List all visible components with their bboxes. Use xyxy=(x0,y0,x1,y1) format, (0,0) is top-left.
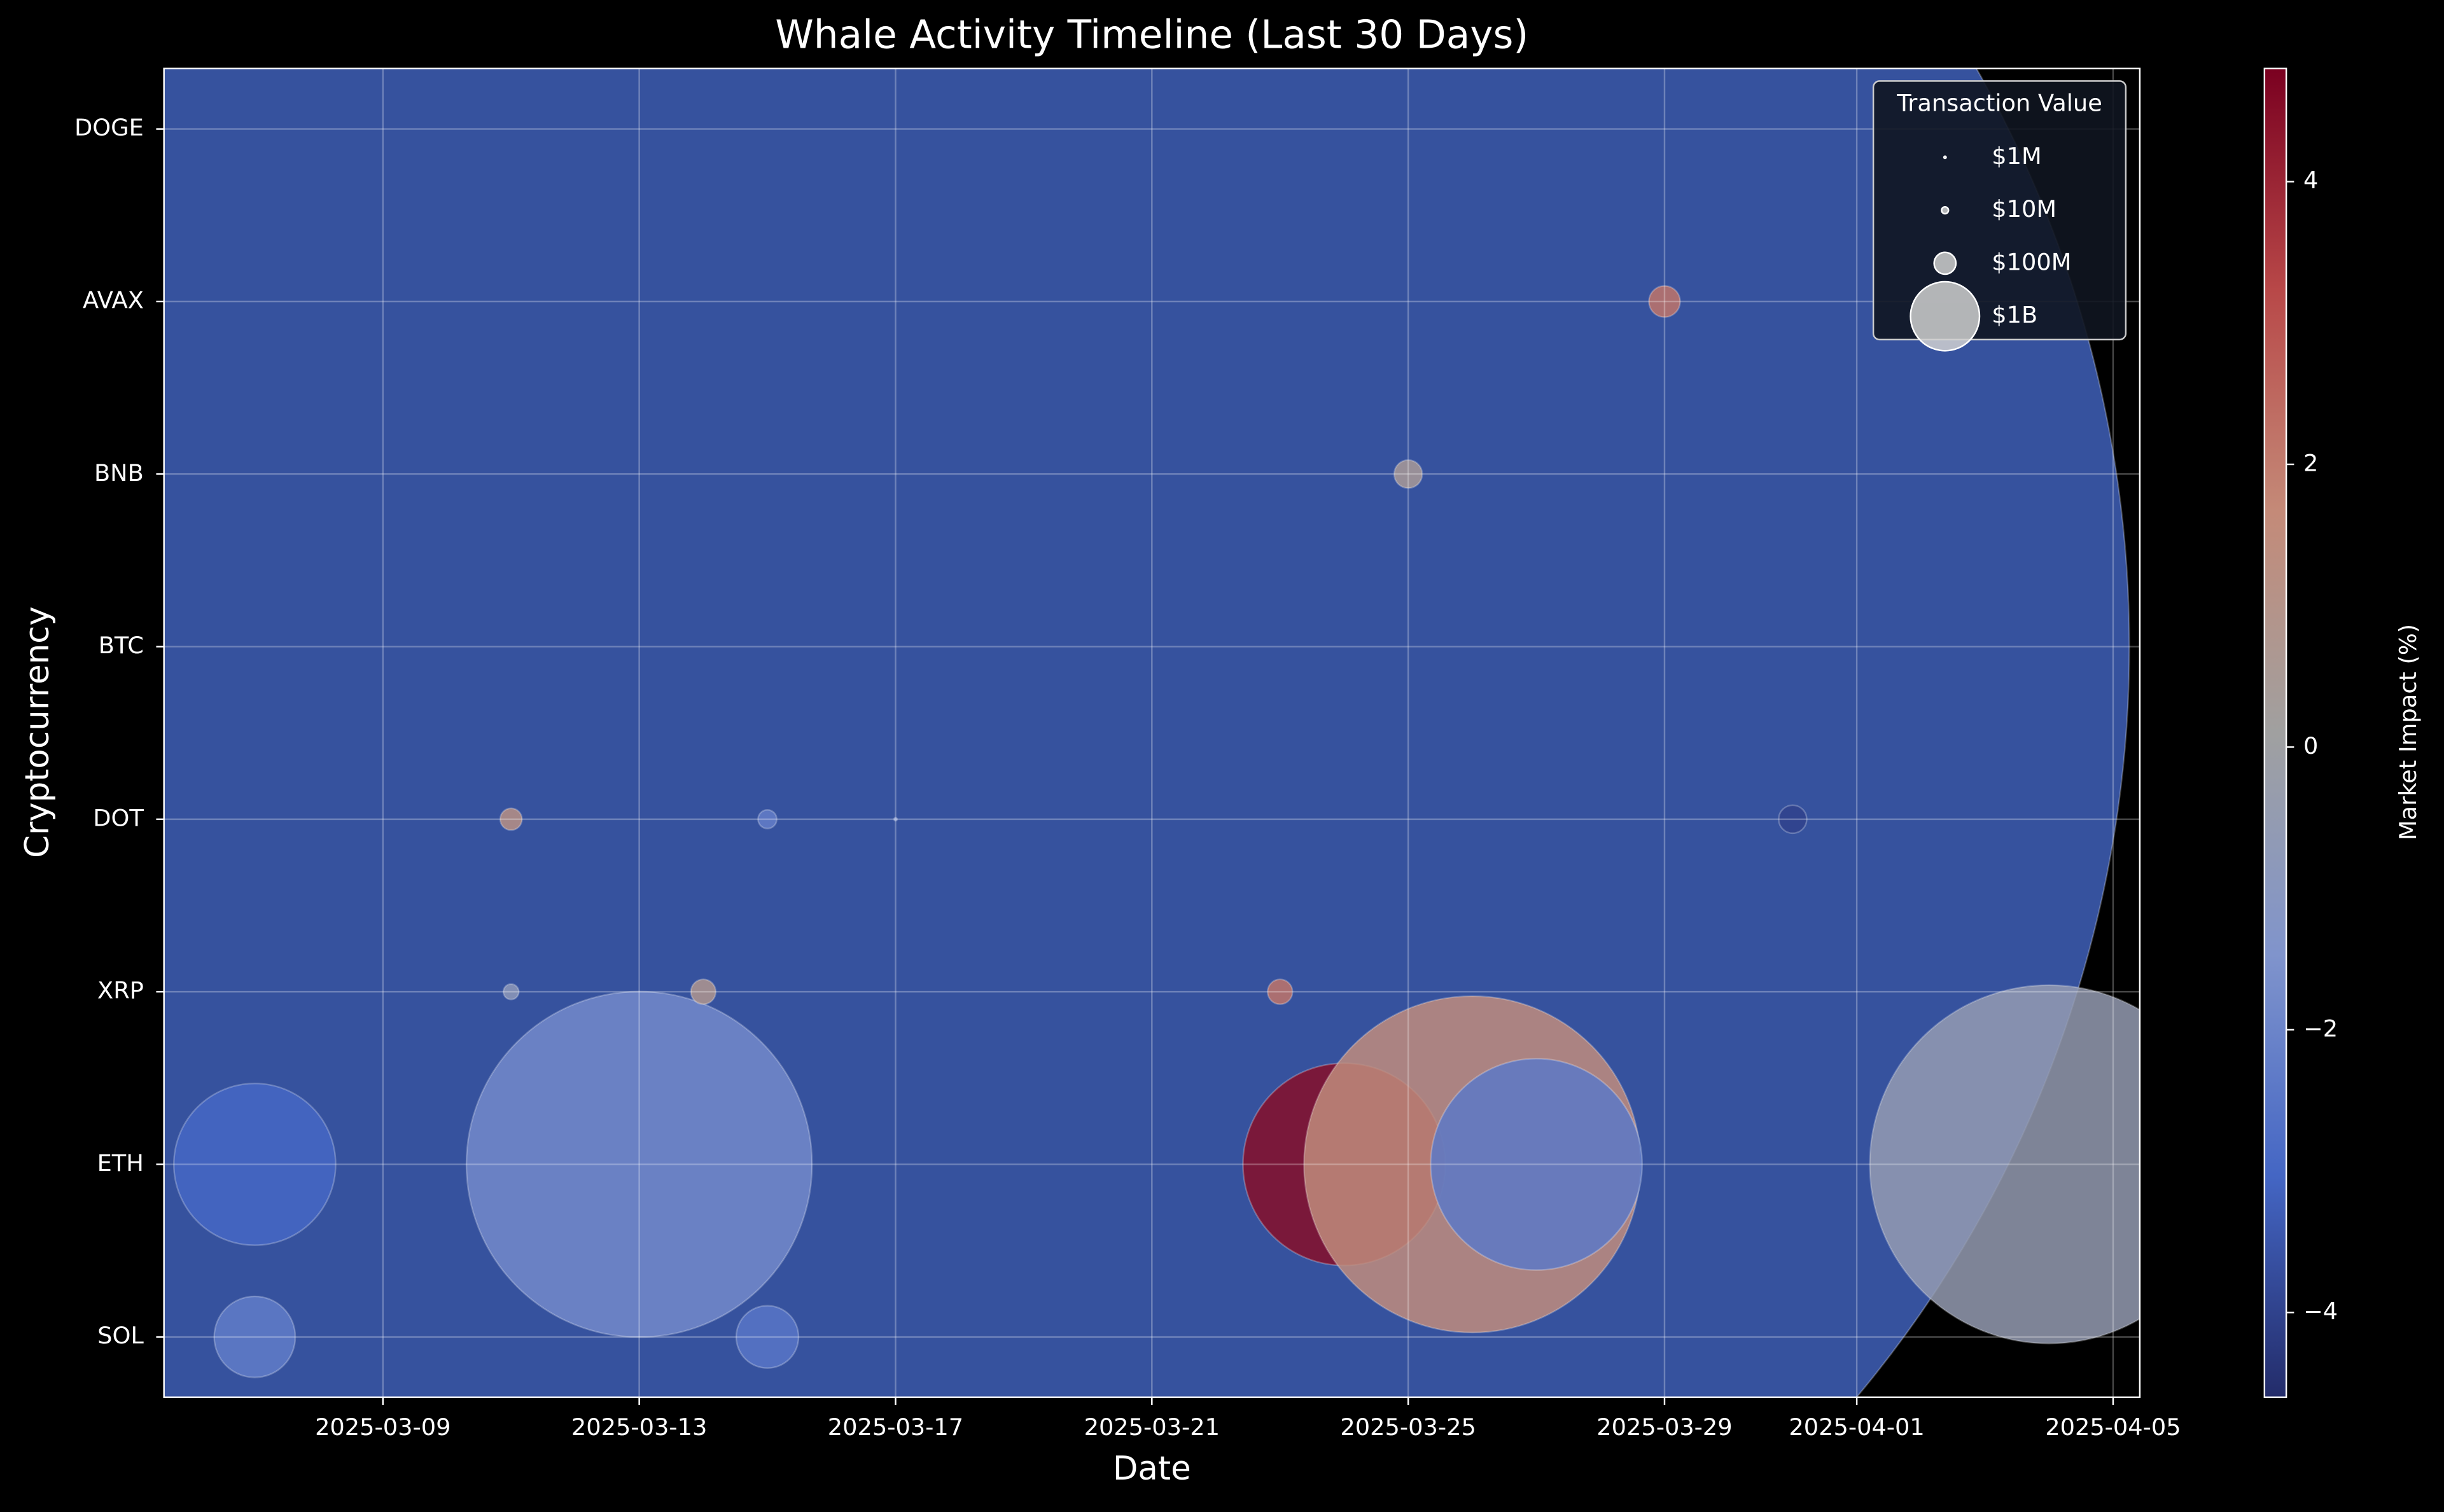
bubble xyxy=(1266,978,1294,1005)
legend: Transaction Value $1M $10M $100M $1B xyxy=(1872,80,2127,352)
bubble xyxy=(173,1083,337,1246)
legend-label: $100M xyxy=(1992,248,2071,275)
y-tick-label: DOGE xyxy=(74,114,144,141)
colorbar-tick-label: −4 xyxy=(2303,1298,2338,1325)
x-tick-label: 2025-03-17 xyxy=(828,1413,963,1441)
axes: 2025-03-09 2025-03-13 2025-03-17 2025-03-21… xyxy=(74,114,2338,1441)
legend-label: $10M xyxy=(1992,195,2056,223)
x-tick-label: 2025-04-01 xyxy=(1789,1413,1924,1441)
bubble xyxy=(1869,984,2140,1345)
chart-title: Whale Activity Timeline (Last 30 Days) xyxy=(775,12,1528,57)
bubble xyxy=(1648,285,1681,318)
x-tick-label: 2025-03-09 xyxy=(315,1413,450,1441)
y-tick-label: BTC xyxy=(99,632,144,659)
bubble xyxy=(465,990,813,1338)
legend-label: $1B xyxy=(1992,302,2037,329)
grid xyxy=(164,68,2140,1398)
y-tick-label: ETH xyxy=(97,1149,144,1177)
legend-marker xyxy=(1933,251,1957,275)
bubble xyxy=(1393,459,1423,489)
legend-marker xyxy=(1910,281,1981,352)
x-tick-label: 2025-03-29 xyxy=(1596,1413,1732,1441)
bubble xyxy=(164,68,2130,1398)
y-tick-label: BNB xyxy=(94,459,144,487)
y-axis-title: Cryptocurrency xyxy=(18,606,57,858)
colorbar-tick-label: 2 xyxy=(2303,449,2318,476)
legend-title: Transaction Value xyxy=(1896,90,2102,117)
x-tick-label: 2025-04-05 xyxy=(2045,1413,2181,1441)
colorbar xyxy=(2263,67,2287,1398)
x-tick-label: 2025-03-13 xyxy=(571,1413,707,1441)
bubble xyxy=(690,978,717,1005)
legend-box xyxy=(1872,80,2127,341)
x-tick-label: 2025-03-25 xyxy=(1340,1413,1476,1441)
legend-label: $1M xyxy=(1992,142,2041,170)
bubble xyxy=(1430,1058,1643,1271)
colorbar-tick-label: −2 xyxy=(2303,1015,2338,1042)
y-tick-label: AVAX xyxy=(83,286,144,314)
colorbar-tick-label: 0 xyxy=(2303,732,2318,759)
bubble xyxy=(757,808,778,829)
legend-marker xyxy=(1941,205,1950,215)
legend-marker xyxy=(1943,155,1947,160)
bubble xyxy=(893,817,898,822)
colorbar-tick-label: 4 xyxy=(2303,167,2318,194)
plot-area xyxy=(164,68,2140,1398)
y-tick-label: SOL xyxy=(97,1322,144,1349)
bubble xyxy=(502,983,520,1001)
bubble xyxy=(213,1295,297,1378)
x-tick-label: 2025-03-21 xyxy=(1084,1413,1220,1441)
bubble xyxy=(1778,804,1808,835)
bubble xyxy=(735,1305,800,1369)
colorbar-title: Market Impact (%) xyxy=(2394,624,2422,840)
y-tick-label: DOT xyxy=(93,804,144,831)
y-tick-label: XRP xyxy=(97,977,144,1004)
x-axis-title: Date xyxy=(1113,1450,1191,1488)
bubble xyxy=(499,807,523,831)
